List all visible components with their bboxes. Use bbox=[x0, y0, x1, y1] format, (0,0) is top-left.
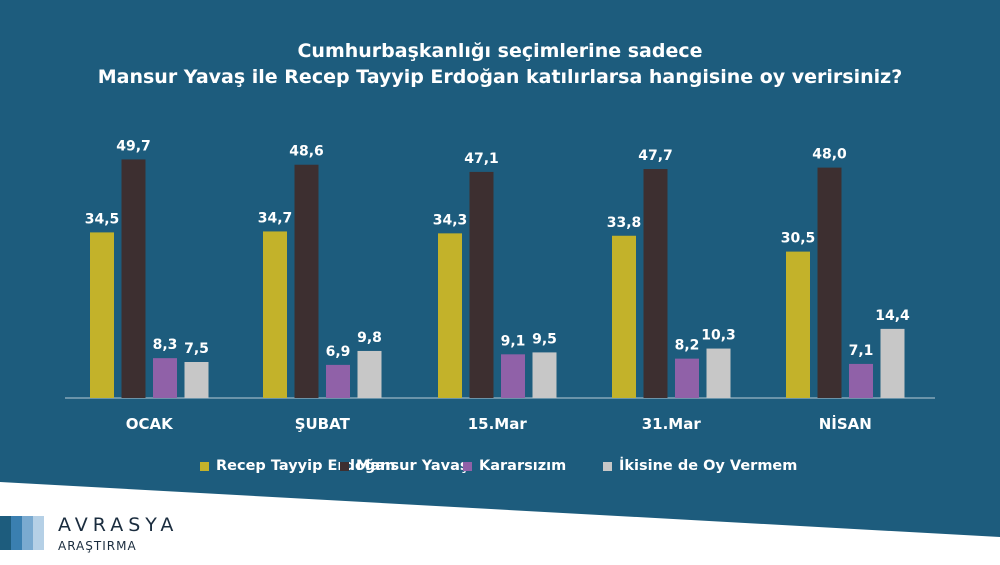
legend-swatch-3 bbox=[603, 461, 612, 471]
data-label-3-0: 7,5 bbox=[184, 341, 209, 357]
data-label-1-0: 49,7 bbox=[116, 138, 151, 154]
category-label-4: NİSAN bbox=[819, 414, 872, 433]
data-label-0-3: 33,8 bbox=[607, 215, 642, 231]
brand-name: AVRASYA bbox=[58, 514, 179, 536]
legend-label-3: İkisine de Oy Vermem bbox=[619, 458, 798, 474]
legend-item-1: Mansur Yavaş bbox=[340, 458, 469, 474]
bar-0-3 bbox=[612, 235, 636, 398]
data-label-3-4: 14,4 bbox=[875, 308, 910, 324]
legend-label-2: Kararsızım bbox=[479, 458, 567, 474]
legend-swatch-1 bbox=[340, 461, 349, 471]
legend-item-2: Kararsızım bbox=[463, 458, 566, 474]
logo-blocks bbox=[0, 516, 44, 550]
bar-1-3 bbox=[643, 169, 668, 398]
bar-0-2 bbox=[438, 233, 462, 398]
category-label-2: 15.Mar bbox=[468, 415, 528, 433]
data-label-3-2: 9,5 bbox=[532, 331, 557, 347]
data-label-2-1: 6,9 bbox=[326, 344, 351, 360]
bar-3-1 bbox=[357, 350, 382, 398]
legend-swatch-0 bbox=[200, 461, 209, 471]
data-label-0-0: 34,5 bbox=[85, 211, 120, 227]
category-label-0: OCAK bbox=[126, 415, 174, 433]
bar-2-3 bbox=[675, 358, 699, 398]
bar-3-0 bbox=[184, 362, 209, 398]
bar-3-4 bbox=[880, 328, 905, 398]
data-label-0-2: 34,3 bbox=[433, 212, 468, 228]
data-label-0-4: 30,5 bbox=[781, 231, 816, 247]
footer-band bbox=[0, 475, 1000, 565]
bar-2-1 bbox=[326, 364, 350, 398]
data-label-3-3: 10,3 bbox=[701, 328, 736, 344]
bar-3-3 bbox=[706, 348, 731, 398]
bar-1-0 bbox=[121, 159, 146, 398]
data-label-2-2: 9,1 bbox=[501, 333, 526, 349]
bar-0-0 bbox=[90, 232, 114, 398]
data-label-3-1: 9,8 bbox=[357, 330, 382, 346]
legend-item-0: Recep Tayyip Erdoğan bbox=[200, 458, 395, 474]
legend-item-3: İkisine de Oy Vermem bbox=[603, 458, 797, 474]
bar-1-4 bbox=[817, 167, 842, 398]
bar-0-4 bbox=[786, 251, 810, 398]
data-label-2-0: 8,3 bbox=[153, 337, 178, 353]
legend-label-1: Mansur Yavaş bbox=[356, 458, 469, 474]
logo-block-3 bbox=[33, 516, 44, 550]
category-label-1: ŞUBAT bbox=[295, 415, 351, 433]
bar-0-1 bbox=[263, 231, 287, 398]
logo-block-1 bbox=[11, 516, 22, 550]
bar-2-4 bbox=[849, 363, 873, 398]
bar-2-2 bbox=[501, 354, 525, 398]
data-label-1-3: 47,7 bbox=[638, 148, 673, 164]
legend-label-0: Recep Tayyip Erdoğan bbox=[216, 458, 396, 474]
data-label-2-4: 7,1 bbox=[849, 343, 874, 359]
legend-swatch-2 bbox=[463, 461, 472, 471]
title-line-2: Mansur Yavaş ile Recep Tayyip Erdoğan ka… bbox=[97, 66, 903, 88]
brand-subtitle: ARAŞTIRMA bbox=[58, 539, 137, 553]
data-label-2-3: 8,2 bbox=[675, 338, 700, 354]
data-label-0-1: 34,7 bbox=[258, 210, 293, 226]
bar-1-2 bbox=[469, 171, 494, 398]
bar-2-0 bbox=[153, 358, 177, 398]
bar-3-2 bbox=[532, 352, 557, 398]
bar-1-1 bbox=[294, 164, 319, 398]
data-label-1-1: 48,6 bbox=[289, 144, 324, 160]
legend: Recep Tayyip Erdoğan Mansur Yavaş Kararsız… bbox=[0, 458, 1000, 482]
data-label-1-4: 48,0 bbox=[812, 147, 847, 163]
title-line-1: Cumhurbaşkanlığı seçimlerine sadece bbox=[297, 40, 703, 62]
brand: AVRASYA ARAŞTIRMA bbox=[58, 514, 178, 554]
footer-wedge bbox=[0, 482, 1000, 565]
logo-block-0 bbox=[0, 516, 11, 550]
category-label-3: 31.Mar bbox=[642, 415, 702, 433]
data-label-1-2: 47,1 bbox=[464, 151, 499, 167]
logo-block-2 bbox=[22, 516, 33, 550]
chart-title: Cumhurbaşkanlığı seçimlerine sadece Mans… bbox=[0, 38, 1000, 90]
